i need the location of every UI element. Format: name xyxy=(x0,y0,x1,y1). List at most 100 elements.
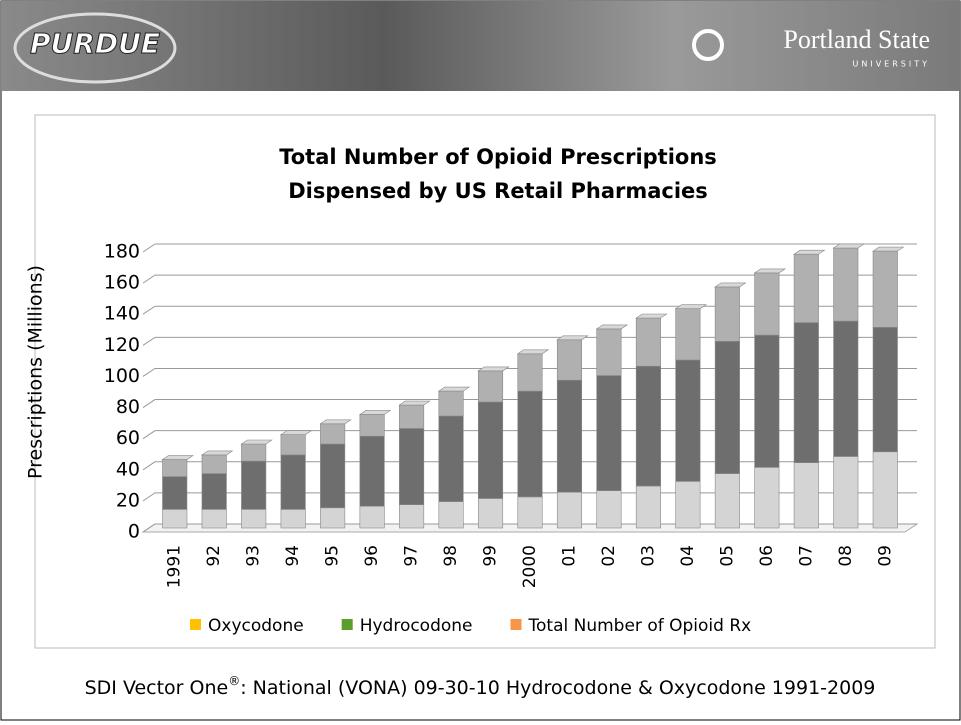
y-axis-label: Prescriptions (Millions) xyxy=(25,265,47,479)
bar-segment xyxy=(201,509,227,529)
psu-logo: Portland State xyxy=(783,25,930,54)
bar-segment xyxy=(517,390,543,498)
bar-top xyxy=(319,419,352,425)
bar-segment xyxy=(872,451,898,529)
grid-line xyxy=(142,461,917,471)
bar-segment xyxy=(635,317,661,367)
bar-segment xyxy=(556,491,583,529)
bar-segment xyxy=(359,435,385,507)
x-tick-label: 95 xyxy=(323,545,343,567)
legend-label: Hydrocodone xyxy=(360,616,473,636)
bar-segment xyxy=(438,501,464,529)
grid-line xyxy=(142,305,917,315)
bar-segment xyxy=(517,353,543,392)
bar-segment xyxy=(675,308,701,361)
bar-segment xyxy=(359,414,385,437)
bar-segment xyxy=(556,339,583,381)
grid-line xyxy=(142,274,917,284)
grid-line xyxy=(142,492,917,502)
x-tick-label: 93 xyxy=(244,545,264,567)
bar-segment xyxy=(438,390,464,417)
bar-segment xyxy=(241,509,267,529)
psu-logo-sub: UNIVERSITY xyxy=(853,60,931,69)
y-tick-label: 60 xyxy=(116,427,140,449)
bar-top xyxy=(714,282,747,288)
bar-segment xyxy=(201,473,227,510)
grid-line xyxy=(142,367,917,377)
bar-top xyxy=(595,324,629,330)
bar-top xyxy=(200,450,234,456)
bar-segment xyxy=(596,375,622,491)
bar-segment xyxy=(675,359,701,482)
bar-segment xyxy=(754,467,780,529)
bar-segment xyxy=(833,320,859,457)
legend-label: Oxycodone xyxy=(208,616,304,636)
bar-segment xyxy=(556,379,583,493)
bar-top xyxy=(358,410,392,415)
x-tick-label: 97 xyxy=(402,545,422,567)
grid-line xyxy=(142,243,917,253)
bar-segment xyxy=(320,443,346,509)
y-tick-label: 140 xyxy=(104,303,140,325)
bar-segment xyxy=(201,454,227,474)
x-tick-label: 05 xyxy=(717,545,737,567)
x-tick-label: 06 xyxy=(757,545,777,567)
x-tick-label: 1991 xyxy=(165,545,185,588)
bar-top xyxy=(635,313,668,319)
x-tick-label: 02 xyxy=(599,545,619,567)
bar-segment xyxy=(399,504,425,529)
footer-rest: : National (VONA) 09-30-10 Hydrocodone &… xyxy=(240,677,875,699)
y-tick-label: 120 xyxy=(104,334,140,356)
bar-segment xyxy=(635,485,661,529)
bar-segment xyxy=(675,481,701,529)
bar-segment xyxy=(162,459,188,477)
footer: SDI Vector One®: National (VONA) 09-30-1… xyxy=(85,674,876,699)
bar-segment xyxy=(833,456,859,529)
bar-segment xyxy=(399,404,425,429)
y-tick-label: 0 xyxy=(128,521,140,543)
chart-title: Total Number of Opioid Prescriptions xyxy=(279,145,717,169)
x-tick-label: 03 xyxy=(638,545,658,567)
x-tick-label: 2000 xyxy=(520,545,540,588)
bar-top xyxy=(477,366,510,372)
bar-segment xyxy=(596,490,622,529)
x-tick-label: 94 xyxy=(283,545,303,567)
bar-segment xyxy=(280,434,306,456)
bar-segment xyxy=(793,253,819,323)
grid-line xyxy=(142,523,917,533)
legend-swatch xyxy=(341,619,353,630)
bar-top xyxy=(161,455,194,460)
bar-segment xyxy=(241,460,267,510)
bar-top xyxy=(516,349,550,355)
y-tick-label: 80 xyxy=(116,396,140,418)
bar-segment xyxy=(714,341,740,474)
y-tick-label: 180 xyxy=(104,241,140,263)
x-tick-label: 01 xyxy=(559,545,579,567)
bar-segment xyxy=(399,428,425,505)
bar-top xyxy=(753,268,787,274)
legend-swatch xyxy=(190,619,201,630)
legend-swatch xyxy=(510,619,522,630)
bar-segment xyxy=(635,365,661,487)
bar-segment xyxy=(872,327,898,453)
bar-segment xyxy=(359,505,385,529)
psu-icon xyxy=(692,29,724,61)
chart-title: Dispensed by US Retail Pharmacies xyxy=(288,179,708,203)
bar-segment xyxy=(517,496,543,529)
bar-segment xyxy=(162,509,188,529)
bar-segment xyxy=(438,415,464,502)
y-tick-label: 20 xyxy=(116,489,140,511)
bar-segment xyxy=(241,443,267,462)
bar-segment xyxy=(793,462,819,529)
bar-segment xyxy=(793,322,819,463)
bar-top xyxy=(556,335,589,341)
footer-source: SDI Vector One xyxy=(85,677,229,699)
bar-segment xyxy=(714,286,740,342)
bar-top xyxy=(279,430,313,435)
bar-segment xyxy=(477,401,504,499)
x-tick-label: 08 xyxy=(836,545,856,567)
bar-segment xyxy=(754,334,780,468)
bar-segment xyxy=(280,509,306,529)
bar-top xyxy=(674,304,708,309)
